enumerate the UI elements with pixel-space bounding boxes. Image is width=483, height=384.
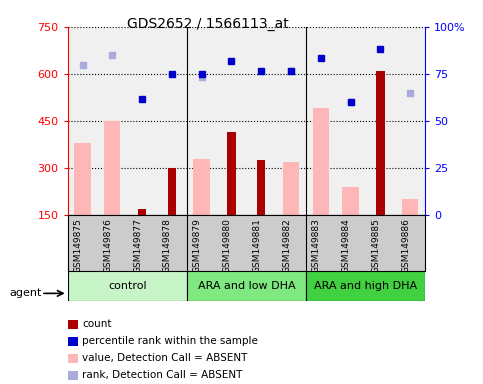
Bar	[257, 160, 265, 215]
Bar	[306, 271, 425, 301]
Text: GSM149880: GSM149880	[223, 218, 231, 273]
Bar	[74, 143, 91, 215]
Bar	[138, 209, 146, 215]
Text: GSM149879: GSM149879	[193, 218, 202, 273]
Text: GSM149877: GSM149877	[133, 218, 142, 273]
Text: ARA and high DHA: ARA and high DHA	[314, 281, 417, 291]
Bar	[104, 121, 120, 215]
Text: value, Detection Call = ABSENT: value, Detection Call = ABSENT	[82, 353, 247, 363]
Text: GSM149876: GSM149876	[103, 218, 112, 273]
Text: GSM149878: GSM149878	[163, 218, 172, 273]
Bar	[342, 187, 359, 215]
Text: GSM149875: GSM149875	[73, 218, 83, 273]
Text: agent: agent	[10, 288, 42, 298]
Bar	[187, 271, 306, 301]
Bar	[283, 162, 299, 215]
Bar	[227, 132, 236, 215]
Text: GSM149882: GSM149882	[282, 218, 291, 273]
Bar	[194, 159, 210, 215]
Text: GDS2652 / 1566113_at: GDS2652 / 1566113_at	[127, 17, 288, 31]
Bar	[168, 168, 176, 215]
Text: rank, Detection Call = ABSENT: rank, Detection Call = ABSENT	[82, 370, 242, 380]
Bar	[68, 271, 187, 301]
Bar	[376, 71, 384, 215]
Text: GSM149881: GSM149881	[252, 218, 261, 273]
Text: percentile rank within the sample: percentile rank within the sample	[82, 336, 258, 346]
Text: GSM149884: GSM149884	[341, 218, 351, 273]
Text: GSM149886: GSM149886	[401, 218, 410, 273]
Text: GSM149883: GSM149883	[312, 218, 321, 273]
Text: ARA and low DHA: ARA and low DHA	[198, 281, 295, 291]
Text: GSM149885: GSM149885	[371, 218, 381, 273]
Text: count: count	[82, 319, 112, 329]
Text: control: control	[108, 281, 146, 291]
Bar	[402, 199, 418, 215]
Bar	[313, 108, 329, 215]
